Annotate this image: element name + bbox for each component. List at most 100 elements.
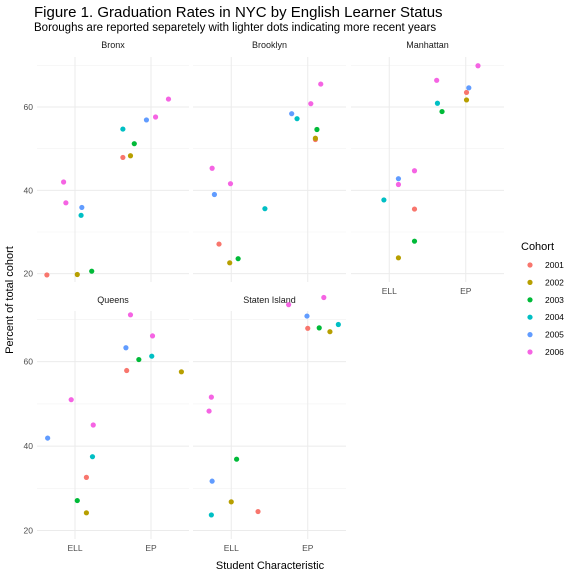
legend-key-2004 bbox=[527, 314, 533, 320]
data-point-2005 bbox=[395, 176, 402, 182]
data-point-2004 bbox=[149, 353, 155, 359]
y-tick-label: 60 bbox=[24, 102, 34, 112]
panel-manhattan: Manhattan ELL EP bbox=[351, 40, 504, 296]
data-point-2002 bbox=[178, 369, 184, 375]
data-point-2001 bbox=[305, 325, 311, 331]
legend-label-2006: 2006 bbox=[545, 347, 564, 357]
data-point-2003 bbox=[131, 141, 137, 147]
data-point-2004 bbox=[208, 512, 214, 518]
data-point-2004 bbox=[120, 126, 126, 132]
x-axis-title: Student Characteristic bbox=[216, 560, 325, 572]
data-point-2005 bbox=[211, 191, 218, 198]
data-point-2006 bbox=[308, 101, 314, 107]
panel-strip-label: Staten Island bbox=[243, 295, 296, 305]
panel-queens: Queens 20 40 60 ELL EP bbox=[24, 295, 189, 553]
legend-key-2002 bbox=[527, 279, 533, 285]
data-point-2006 bbox=[434, 77, 440, 83]
data-point-2006 bbox=[61, 179, 67, 185]
data-point-2006 bbox=[318, 81, 324, 87]
legend-label-2001: 2001 bbox=[545, 260, 564, 270]
legend: Cohort 2001 2002 2003 2004 2005 2006 bbox=[521, 241, 564, 357]
figure-subtitle: Boroughs are reported separetely with li… bbox=[34, 22, 437, 34]
data-point-2006 bbox=[127, 312, 134, 318]
legend-key-2005 bbox=[527, 332, 533, 338]
data-point-2006 bbox=[90, 422, 96, 428]
data-point-2005 bbox=[466, 85, 472, 91]
data-point-2006 bbox=[475, 63, 481, 69]
data-point-2005 bbox=[304, 313, 310, 319]
data-point-2006 bbox=[165, 96, 172, 102]
data-point-2004 bbox=[78, 212, 84, 218]
data-point-2003 bbox=[411, 238, 418, 244]
data-point-2003 bbox=[234, 456, 240, 462]
panel-strip-label: Queens bbox=[97, 295, 129, 305]
data-point-2002 bbox=[83, 510, 89, 516]
data-point-2002 bbox=[227, 260, 233, 266]
data-point-2003 bbox=[439, 108, 445, 115]
legend-label-2004: 2004 bbox=[545, 312, 564, 322]
x-tick-label: ELL bbox=[67, 543, 82, 553]
legend-key-2006 bbox=[527, 349, 533, 355]
data-point-2002 bbox=[228, 499, 234, 505]
data-point-2001 bbox=[255, 508, 261, 515]
panel-staten-island: Staten Island ELL EP bbox=[193, 294, 346, 553]
legend-label-2005: 2005 bbox=[545, 330, 564, 340]
data-point-2005 bbox=[79, 204, 85, 211]
data-point-2002 bbox=[463, 97, 470, 103]
data-point-2004 bbox=[89, 454, 96, 460]
data-point-2003 bbox=[74, 497, 80, 504]
figure-title: Figure 1. Graduation Rates in NYC by Eng… bbox=[34, 4, 443, 21]
data-point-2005 bbox=[143, 117, 150, 123]
data-point-2001 bbox=[124, 367, 130, 374]
data-point-2004 bbox=[434, 100, 441, 106]
data-point-2005 bbox=[123, 345, 129, 351]
data-point-2004 bbox=[262, 206, 268, 212]
data-point-2003 bbox=[136, 356, 142, 363]
data-point-2001 bbox=[120, 154, 126, 161]
data-point-2001 bbox=[411, 206, 418, 212]
data-point-2006 bbox=[68, 397, 74, 403]
y-tick-label: 60 bbox=[24, 357, 34, 367]
panel-bronx: Bronx 20 40 60 bbox=[24, 40, 189, 282]
data-point-2001 bbox=[44, 272, 50, 278]
data-point-2006 bbox=[149, 333, 156, 339]
data-point-2003 bbox=[235, 256, 241, 262]
panel-strip-label: Bronx bbox=[101, 40, 125, 50]
data-point-2003 bbox=[316, 325, 322, 331]
y-axis-title: Percent of total cohort bbox=[4, 246, 16, 354]
panel-brooklyn: Brooklyn bbox=[193, 40, 346, 282]
panel-strip-label: Manhattan bbox=[406, 40, 449, 50]
panel-strip-label: Brooklyn bbox=[252, 40, 287, 50]
data-point-2006 bbox=[209, 165, 215, 171]
data-point-2002 bbox=[395, 255, 402, 261]
data-point-2006 bbox=[227, 181, 234, 187]
data-point-2002 bbox=[312, 135, 318, 141]
panels: Bronx 20 40 60 Brooklyn Manhattan ELL EP Queens 2… bbox=[24, 40, 504, 553]
y-tick-label: 40 bbox=[24, 441, 34, 451]
data-point-2003 bbox=[314, 126, 320, 133]
data-point-2006 bbox=[395, 181, 402, 188]
data-point-2004 bbox=[335, 321, 341, 328]
data-point-2006 bbox=[63, 200, 69, 206]
data-point-2005 bbox=[45, 435, 51, 441]
data-point-2005 bbox=[289, 111, 295, 117]
data-point-2006 bbox=[411, 168, 418, 174]
data-point-2004 bbox=[294, 116, 300, 122]
data-point-2005 bbox=[209, 478, 215, 484]
data-point-2002 bbox=[74, 271, 80, 278]
x-tick-label: EP bbox=[145, 543, 157, 553]
y-tick-label: 20 bbox=[24, 526, 34, 536]
x-tick-label: ELL bbox=[382, 286, 397, 296]
data-point-2006 bbox=[152, 114, 159, 120]
y-tick-label: 20 bbox=[24, 269, 34, 279]
legend-title: Cohort bbox=[521, 241, 554, 253]
x-tick-label: ELL bbox=[224, 543, 239, 553]
data-point-2002 bbox=[127, 153, 134, 159]
x-tick-label: EP bbox=[460, 286, 472, 296]
data-point-2004 bbox=[381, 197, 387, 203]
legend-key-2001 bbox=[527, 262, 533, 268]
legend-label-2002: 2002 bbox=[545, 277, 564, 287]
data-point-2001 bbox=[83, 474, 89, 480]
data-point-2006 bbox=[206, 408, 212, 414]
